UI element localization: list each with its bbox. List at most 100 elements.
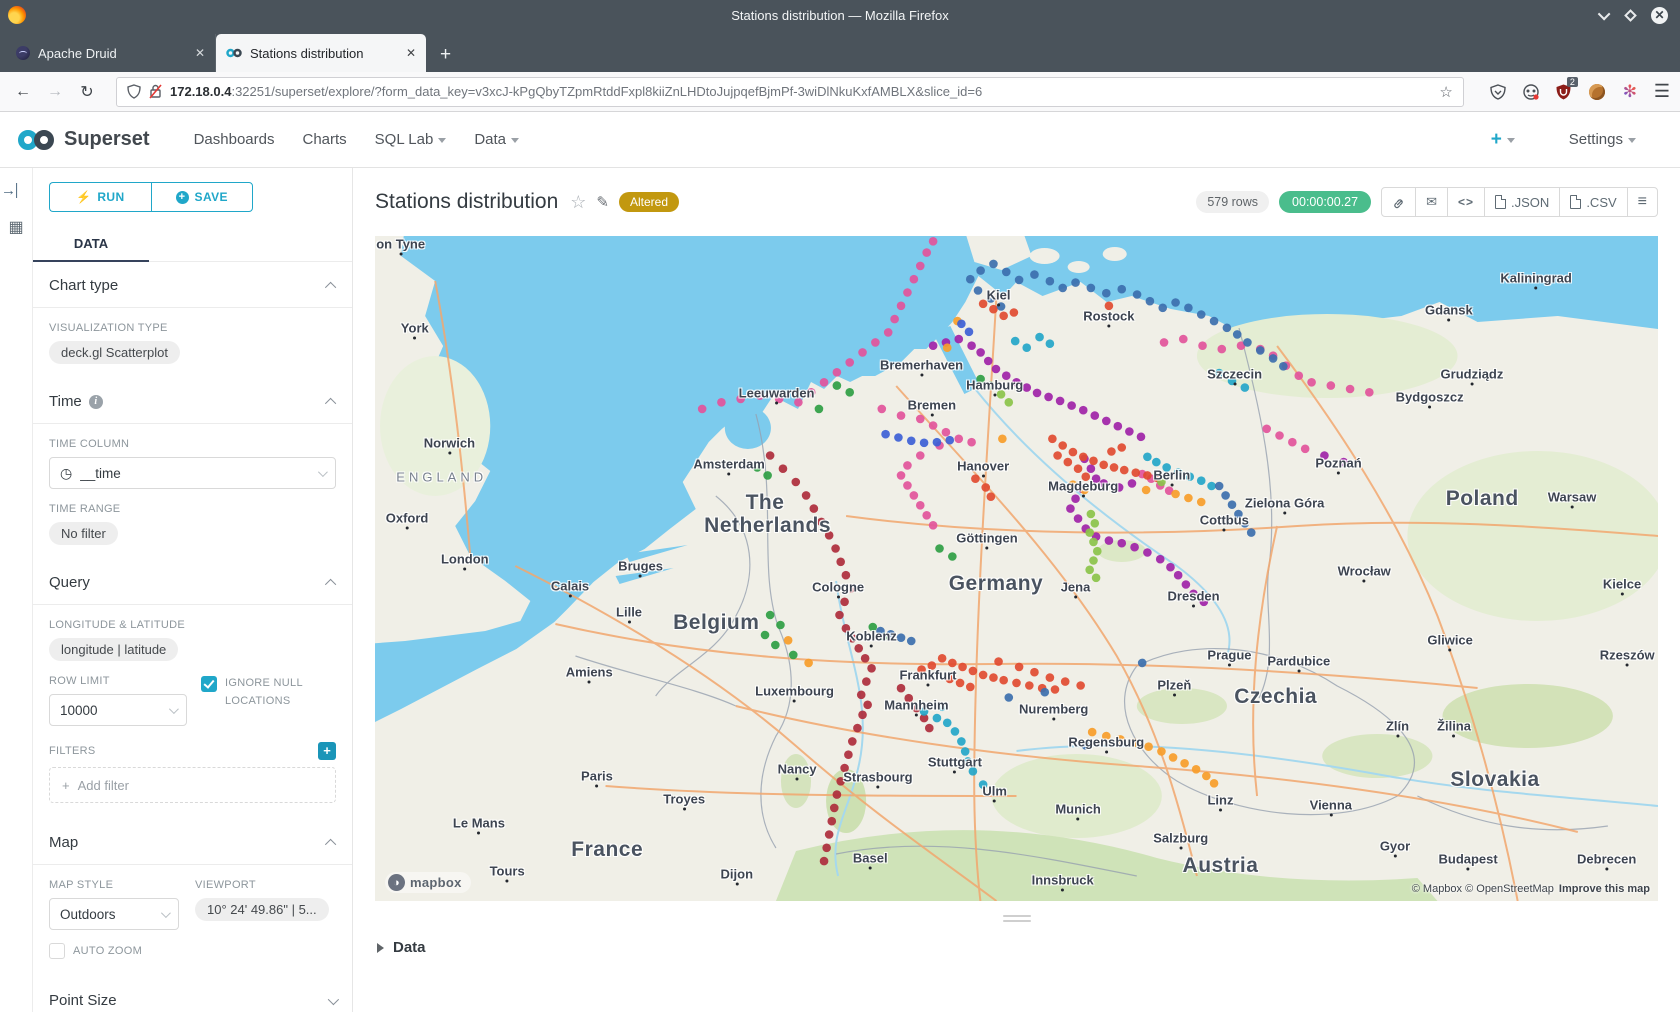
lock-insecure-icon[interactable] — [149, 84, 162, 99]
lonlat-value[interactable]: longitude | latitude — [49, 638, 179, 661]
section-chart-type[interactable]: Chart type — [49, 262, 337, 307]
map-attribution[interactable]: © Mapbox © OpenStreetMap Improve this map — [1411, 883, 1650, 895]
tab-stations-distribution[interactable]: Stations distribution ✕ — [216, 34, 426, 72]
scatter-point-royalblue — [932, 437, 942, 447]
run-button[interactable]: ⚡ RUN — [49, 182, 151, 212]
viewport-value[interactable]: 10° 24' 49.86" | 5... — [195, 898, 329, 921]
settings-menu[interactable]: Settings — [1569, 131, 1636, 148]
tab-close-icon[interactable]: ✕ — [405, 46, 416, 60]
scatter-point-pink-coast — [832, 368, 842, 377]
checkbox-checked-icon[interactable] — [201, 676, 217, 692]
tab-close-icon[interactable]: ✕ — [194, 46, 205, 60]
export-json-button[interactable]: .JSON — [1484, 187, 1561, 217]
copy-link-button[interactable] — [1381, 187, 1417, 217]
cookie-extension-icon[interactable] — [1587, 82, 1607, 102]
datasource-grid-icon[interactable]: ▦ — [8, 219, 24, 236]
scatter-point-red-central — [937, 654, 947, 663]
favorite-star-icon[interactable]: ☆ — [570, 191, 587, 212]
email-button[interactable]: ✉ — [1415, 187, 1448, 217]
section-point-size[interactable]: Point Size — [49, 977, 340, 1012]
add-filter-box[interactable]: + Add filter — [49, 767, 336, 803]
scatter-point-steelblue — [1086, 283, 1096, 293]
nav-dashboards[interactable]: Dashboards — [193, 131, 275, 148]
scatter-point-lime — [1089, 556, 1098, 565]
scatter-point-steelblue — [1014, 275, 1024, 285]
viz-type-value[interactable]: deck.gl Scatterplot — [49, 341, 180, 364]
brand-name: Superset — [64, 128, 150, 150]
scatter-point-purple-route — [1001, 371, 1011, 380]
back-icon[interactable]: ← — [15, 82, 31, 100]
embed-code-button[interactable]: <> — [1447, 187, 1486, 217]
scatter-point-orange — [1141, 485, 1151, 495]
mask-extension-icon[interactable] — [1521, 82, 1541, 102]
bookmark-star-icon[interactable]: ☆ — [1439, 83, 1453, 101]
auto-zoom-checkbox-row[interactable]: AUTO ZOOM — [49, 942, 336, 959]
scatter-point-pink-coast — [928, 237, 938, 246]
panel-resize-handle[interactable] — [375, 901, 1658, 935]
scatter-point-cyan — [1185, 472, 1195, 481]
section-query[interactable]: Query — [49, 559, 337, 604]
scatter-point-purple-route — [1090, 411, 1100, 420]
close-icon[interactable]: ✕ — [1651, 6, 1668, 24]
scatter-point-lime — [1157, 477, 1166, 487]
export-csv-button[interactable]: .CSV — [1559, 187, 1628, 217]
ignore-null-checkbox-row[interactable]: IGNORE NULL LOCATIONS — [201, 675, 336, 710]
maximize-icon[interactable] — [1624, 8, 1637, 22]
chevron-down-icon — [1628, 138, 1636, 143]
map-style-select[interactable]: Outdoors — [49, 898, 179, 930]
scatter-point-red-berlin — [1078, 452, 1088, 462]
shield-icon[interactable] — [127, 84, 141, 99]
scatter-point-steelblue — [1004, 693, 1014, 702]
altered-badge[interactable]: Altered — [619, 192, 680, 212]
section-map[interactable]: Map — [49, 819, 337, 864]
scatter-point-steelblue — [1040, 687, 1050, 697]
row-limit-select[interactable]: 10000 — [49, 694, 187, 726]
time-column-select[interactable]: ◷ __time — [49, 457, 336, 489]
improve-map-link[interactable]: Improve this map — [1558, 883, 1650, 895]
extension-icon[interactable]: ✻ — [1620, 82, 1640, 102]
time-range-value[interactable]: No filter — [49, 522, 118, 545]
reload-icon[interactable]: ↻ — [80, 83, 94, 101]
scatter-point-darkred-rhine — [840, 763, 849, 773]
chart-menu-button[interactable]: ≡ — [1626, 187, 1658, 217]
nav-data[interactable]: Data — [474, 131, 520, 148]
scatter-point-darkred-rhine — [835, 610, 844, 620]
add-filter-plus-button[interactable]: + — [318, 742, 336, 760]
edit-title-icon[interactable]: ✎ — [596, 194, 609, 211]
superset-brand[interactable]: Superset — [16, 128, 150, 151]
info-icon: i — [88, 394, 103, 409]
scatter-point-orange — [1130, 738, 1139, 747]
chart-header: Stations distribution ☆ ✎ Altered 579 ro… — [375, 168, 1658, 236]
collapse-panel-icon[interactable]: →⎸ — [0, 182, 31, 199]
nav-charts[interactable]: Charts — [302, 131, 347, 148]
scatter-point-red-berlin — [1068, 447, 1078, 457]
mapbox-logo[interactable]: ◑ mapbox — [385, 872, 471, 893]
time-range-label: TIME RANGE — [49, 503, 121, 515]
scatter-point-steelblue — [1255, 346, 1265, 355]
scatter-point-orange — [783, 636, 793, 645]
scatter-point-darkred-rhine — [856, 690, 866, 700]
scatter-point-orange — [1116, 735, 1125, 744]
save-button[interactable]: + SAVE — [150, 182, 253, 212]
firefox-icon — [8, 6, 26, 24]
new-tab-button[interactable]: + — [440, 44, 452, 65]
forward-icon[interactable]: → — [47, 82, 63, 100]
tab-data[interactable]: DATA — [33, 228, 149, 262]
scatter-point-red-central — [927, 661, 937, 670]
data-panel-toggle[interactable]: Data — [375, 935, 1658, 960]
scatter-point-pink-east — [1236, 341, 1246, 350]
scatter-point-steelblue — [1222, 323, 1232, 333]
deckgl-scatterplot-map[interactable]: on Tyne York Norwich ENGLAND Oxford London Cal… — [375, 236, 1658, 901]
add-new-button[interactable]: + — [1491, 129, 1515, 151]
tab-apache-druid[interactable]: Apache Druid ✕ — [6, 34, 216, 72]
url-text[interactable]: 172.18.0.4:32251/superset/explore/?form_… — [170, 84, 1431, 99]
scatter-point-red-berlin — [1089, 456, 1098, 466]
section-time[interactable]: Time i — [49, 378, 337, 423]
scatter-point-red-berlin — [986, 492, 996, 502]
menu-icon[interactable]: ☰ — [1653, 81, 1670, 101]
ublock-icon[interactable]: 2 — [1554, 76, 1578, 102]
url-bar[interactable]: 172.18.0.4:32251/superset/explore/?form_… — [116, 76, 1464, 107]
pocket-icon[interactable] — [1488, 82, 1508, 102]
checkbox-unchecked-icon[interactable] — [49, 943, 65, 959]
nav-sql-lab[interactable]: SQL Lab — [375, 131, 447, 148]
